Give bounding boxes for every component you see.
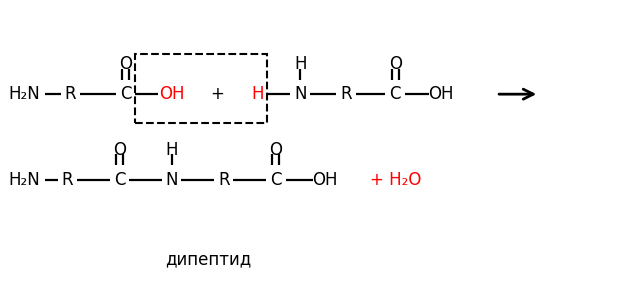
Text: OH: OH [159,85,184,103]
Text: O: O [113,141,126,159]
Text: C: C [120,85,131,103]
Text: H₂N: H₂N [9,171,41,189]
Text: дипептид: дипептид [165,251,251,269]
Text: H₂N: H₂N [9,85,41,103]
Text: R: R [341,85,352,103]
Text: O: O [389,55,402,73]
Text: +: + [211,85,224,103]
Text: H: H [251,85,264,103]
Text: R: R [65,85,76,103]
Bar [136,54,267,123]
Text: H: H [294,55,306,73]
Text: OH: OH [428,85,454,103]
Text: H: H [166,141,178,159]
Text: R: R [62,171,73,189]
Text: C: C [114,171,125,189]
Text: + H₂O: + H₂O [369,171,421,189]
Text: N: N [294,85,306,103]
Text: C: C [270,171,281,189]
Text: N: N [166,171,178,189]
Text: O: O [119,55,132,73]
Text: C: C [389,85,401,103]
Text: R: R [218,171,229,189]
Text: O: O [269,141,282,159]
Text: OH: OH [312,171,338,189]
